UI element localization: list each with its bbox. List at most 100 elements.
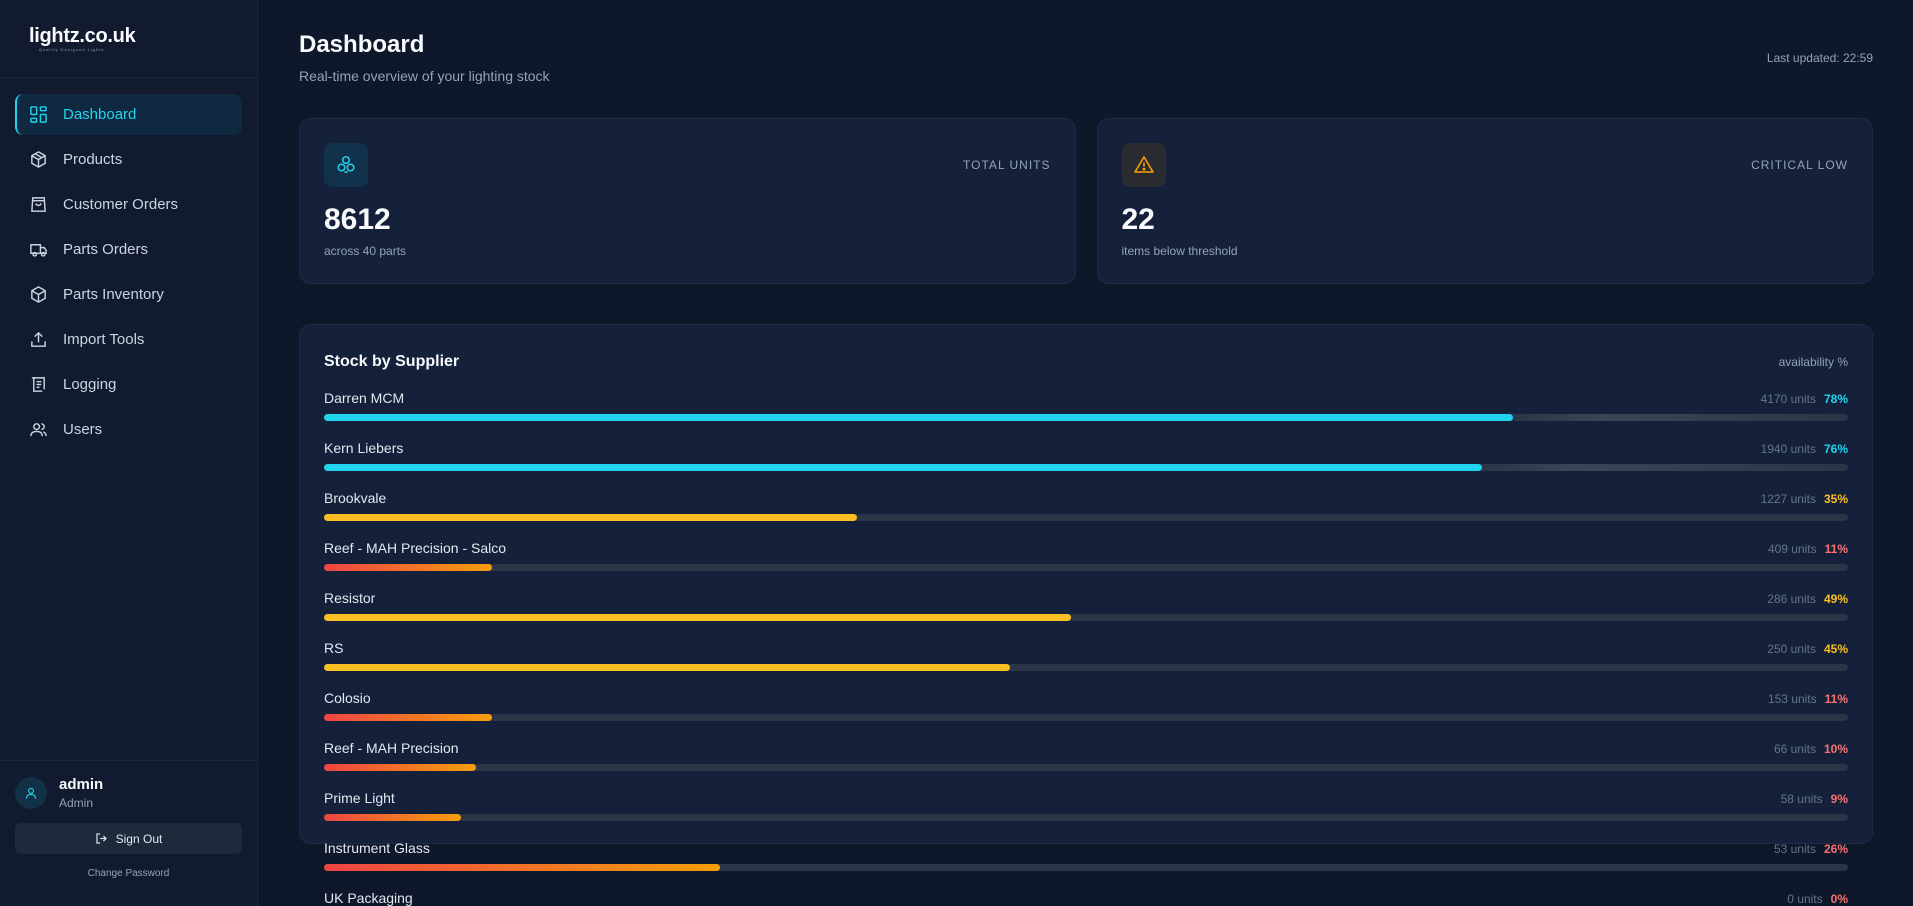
supplier-name: Instrument Glass (324, 840, 430, 856)
sidebar-item-label: Dashboard (63, 106, 137, 123)
availability-bar-fill (324, 664, 1010, 671)
availability-bar-fill (324, 864, 721, 871)
supplier-meta: 153 units 11% (1768, 692, 1848, 706)
supplier-row: Reef - MAH Precision 66 units 10% (324, 738, 1848, 788)
stat-label: TOTAL UNITS (963, 158, 1051, 172)
sign-out-button[interactable]: Sign Out (15, 823, 242, 854)
supplier-units: 1940 units (1760, 442, 1816, 456)
stat-cards: TOTAL UNITS 8612 across 40 parts CRITICA… (299, 118, 1873, 284)
supplier-meta: 4170 units 78% (1761, 392, 1848, 406)
components-icon (324, 143, 368, 187)
sidebar-item-parts-orders[interactable]: Parts Orders (15, 229, 242, 270)
stat-value: 22 (1121, 203, 1155, 236)
supplier-units: 66 units (1773, 742, 1816, 756)
supplier-card-hint: availability % (1778, 355, 1848, 369)
stat-subtext: across 40 parts (324, 244, 407, 258)
supplier-percentage: 0% (1830, 892, 1848, 906)
availability-bar-fill (324, 514, 858, 521)
supplier-row: RS 250 units 45% (324, 638, 1848, 688)
availability-bar-fill (324, 564, 492, 571)
sidebar-item-label: Customer Orders (63, 196, 179, 213)
supplier-units: 250 units (1767, 642, 1816, 656)
supplier-name: Resistor (324, 590, 376, 606)
supplier-percentage: 78% (1823, 392, 1848, 406)
supplier-card-header: Stock by Supplier availability % (324, 352, 1848, 372)
availability-bar-track (324, 714, 1848, 721)
availability-bar-track (324, 564, 1848, 571)
supplier-percentage: 10% (1823, 742, 1848, 756)
warning-icon (1121, 143, 1166, 187)
availability-bar-fill (324, 614, 1071, 621)
sidebar-item-users[interactable]: Users (15, 409, 242, 450)
supplier-name: Colosio (324, 690, 371, 706)
supplier-units: 153 units (1767, 692, 1817, 706)
sidebar-item-products[interactable]: Products (15, 139, 242, 180)
page-subtitle: Real-time overview of your lighting stoc… (299, 68, 550, 84)
supplier-row: Reef - MAH Precision - Salco 409 units 11% (324, 538, 1848, 588)
sidebar-item-label: Import Tools (63, 331, 145, 348)
availability-bar-fill (324, 414, 1513, 421)
supplier-row: Darren MCM 4170 units 78% (324, 388, 1848, 438)
brand-name: lightz.co.uk (29, 25, 136, 47)
supplier-percentage: 9% (1830, 792, 1848, 806)
sidebar-item-logging[interactable]: Logging (15, 364, 242, 405)
sidebar-item-parts-inventory[interactable]: Parts Inventory (15, 274, 242, 315)
user-name: admin (59, 776, 104, 793)
stat-card-total-units: TOTAL UNITS 8612 across 40 parts (299, 118, 1076, 284)
sidebar: lightz.co.uk Quality Designed Lights Das… (0, 0, 258, 906)
package-icon (28, 285, 48, 305)
change-password-link[interactable]: Change Password (87, 868, 170, 879)
stat-label: CRITICAL LOW (1751, 158, 1848, 172)
brand-tagline: Quality Designed Lights (39, 47, 105, 52)
supplier-row: Kern Liebers 1940 units 76% (324, 438, 1848, 488)
main-content: Dashboard Real-time overview of your lig… (299, 0, 1873, 906)
user-icon (25, 787, 37, 799)
page-header: Dashboard Real-time overview of your lig… (299, 0, 1873, 118)
sidebar-item-import-tools[interactable]: Import Tools (15, 319, 242, 360)
supplier-name: Reef - MAH Precision - Salco (324, 540, 507, 556)
availability-bar-fill (324, 814, 462, 821)
supplier-meta: 66 units 10% (1774, 742, 1848, 756)
supplier-card-title: Stock by Supplier (324, 353, 460, 370)
avatar (15, 777, 47, 809)
supplier-units: 53 units (1773, 842, 1816, 856)
sidebar-item-label: Products (63, 151, 123, 168)
supplier-units: 286 units (1767, 592, 1816, 606)
supplier-percentage: 11% (1824, 542, 1848, 556)
supplier-percentage: 35% (1823, 492, 1848, 506)
availability-bar-fill (324, 714, 492, 721)
box-icon (28, 150, 48, 170)
supplier-row: Resistor 286 units 49% (324, 588, 1848, 638)
availability-bar-track (324, 764, 1848, 771)
logo[interactable]: lightz.co.uk Quality Designed Lights (0, 0, 257, 78)
supplier-meta: 0 units 0% (1787, 892, 1848, 906)
supplier-meta: 1940 units 76% (1761, 442, 1848, 456)
dashboard-icon (28, 105, 48, 125)
availability-bar-fill (324, 764, 477, 771)
supplier-meta: 1227 units 35% (1761, 492, 1848, 506)
supplier-meta: 286 units 49% (1767, 592, 1848, 606)
sidebar-item-customer-orders[interactable]: Customer Orders (15, 184, 242, 225)
supplier-units: 58 units (1780, 792, 1823, 806)
supplier-meta: 58 units 9% (1781, 792, 1848, 806)
supplier-meta: 409 units 11% (1768, 542, 1848, 556)
sidebar-item-dashboard[interactable]: Dashboard (15, 94, 242, 135)
supplier-row: Colosio 153 units 11% (324, 688, 1848, 738)
supplier-percentage: 26% (1823, 842, 1848, 856)
supplier-list: Darren MCM 4170 units 78% Kern Liebers 1940 … (324, 388, 1848, 906)
supplier-units: 1227 units (1760, 492, 1816, 506)
sidebar-item-label: Parts Inventory (63, 286, 164, 303)
last-updated: Last updated: 22:59 (1766, 51, 1873, 65)
supplier-name: Reef - MAH Precision (324, 740, 459, 756)
stat-subtext: items below threshold (1121, 244, 1238, 258)
supplier-name: Brookvale (324, 490, 387, 506)
supplier-meta: 53 units 26% (1774, 842, 1848, 856)
availability-bar-track (324, 614, 1848, 621)
sign-out-label: Sign Out (115, 831, 163, 846)
availability-bar-track (324, 464, 1848, 471)
stat-card-critical-low: CRITICAL LOW 22 items below threshold (1096, 118, 1873, 284)
supplier-name: Kern Liebers (324, 440, 404, 456)
supplier-meta: 250 units 45% (1767, 642, 1848, 656)
truck-icon (28, 240, 48, 260)
sign-out-icon (96, 833, 107, 844)
